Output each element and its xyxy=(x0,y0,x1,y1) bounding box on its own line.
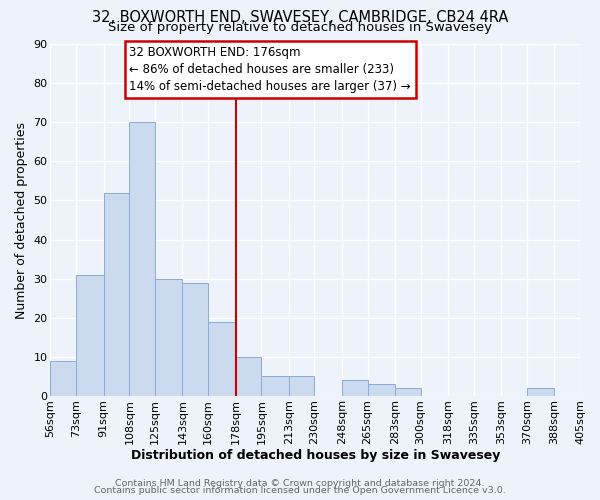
Bar xyxy=(155,278,182,396)
X-axis label: Distribution of detached houses by size in Swavesey: Distribution of detached houses by size … xyxy=(131,450,500,462)
Text: 32, BOXWORTH END, SWAVESEY, CAMBRIDGE, CB24 4RA: 32, BOXWORTH END, SWAVESEY, CAMBRIDGE, C… xyxy=(92,10,508,25)
Bar xyxy=(395,388,421,396)
Bar xyxy=(289,376,314,396)
Bar xyxy=(130,122,155,396)
Y-axis label: Number of detached properties: Number of detached properties xyxy=(15,122,28,318)
Text: Contains HM Land Registry data © Crown copyright and database right 2024.: Contains HM Land Registry data © Crown c… xyxy=(115,478,485,488)
Bar xyxy=(527,388,554,396)
Bar xyxy=(182,282,208,396)
Bar xyxy=(262,376,289,396)
Bar xyxy=(208,322,236,396)
Bar xyxy=(50,361,76,396)
Text: 32 BOXWORTH END: 176sqm
← 86% of detached houses are smaller (233)
14% of semi-d: 32 BOXWORTH END: 176sqm ← 86% of detache… xyxy=(130,46,411,93)
Bar xyxy=(104,192,130,396)
Text: Contains public sector information licensed under the Open Government Licence v3: Contains public sector information licen… xyxy=(94,486,506,495)
Text: Size of property relative to detached houses in Swavesey: Size of property relative to detached ho… xyxy=(108,21,492,34)
Bar xyxy=(76,275,104,396)
Bar xyxy=(342,380,368,396)
Bar xyxy=(368,384,395,396)
Bar xyxy=(236,357,262,396)
